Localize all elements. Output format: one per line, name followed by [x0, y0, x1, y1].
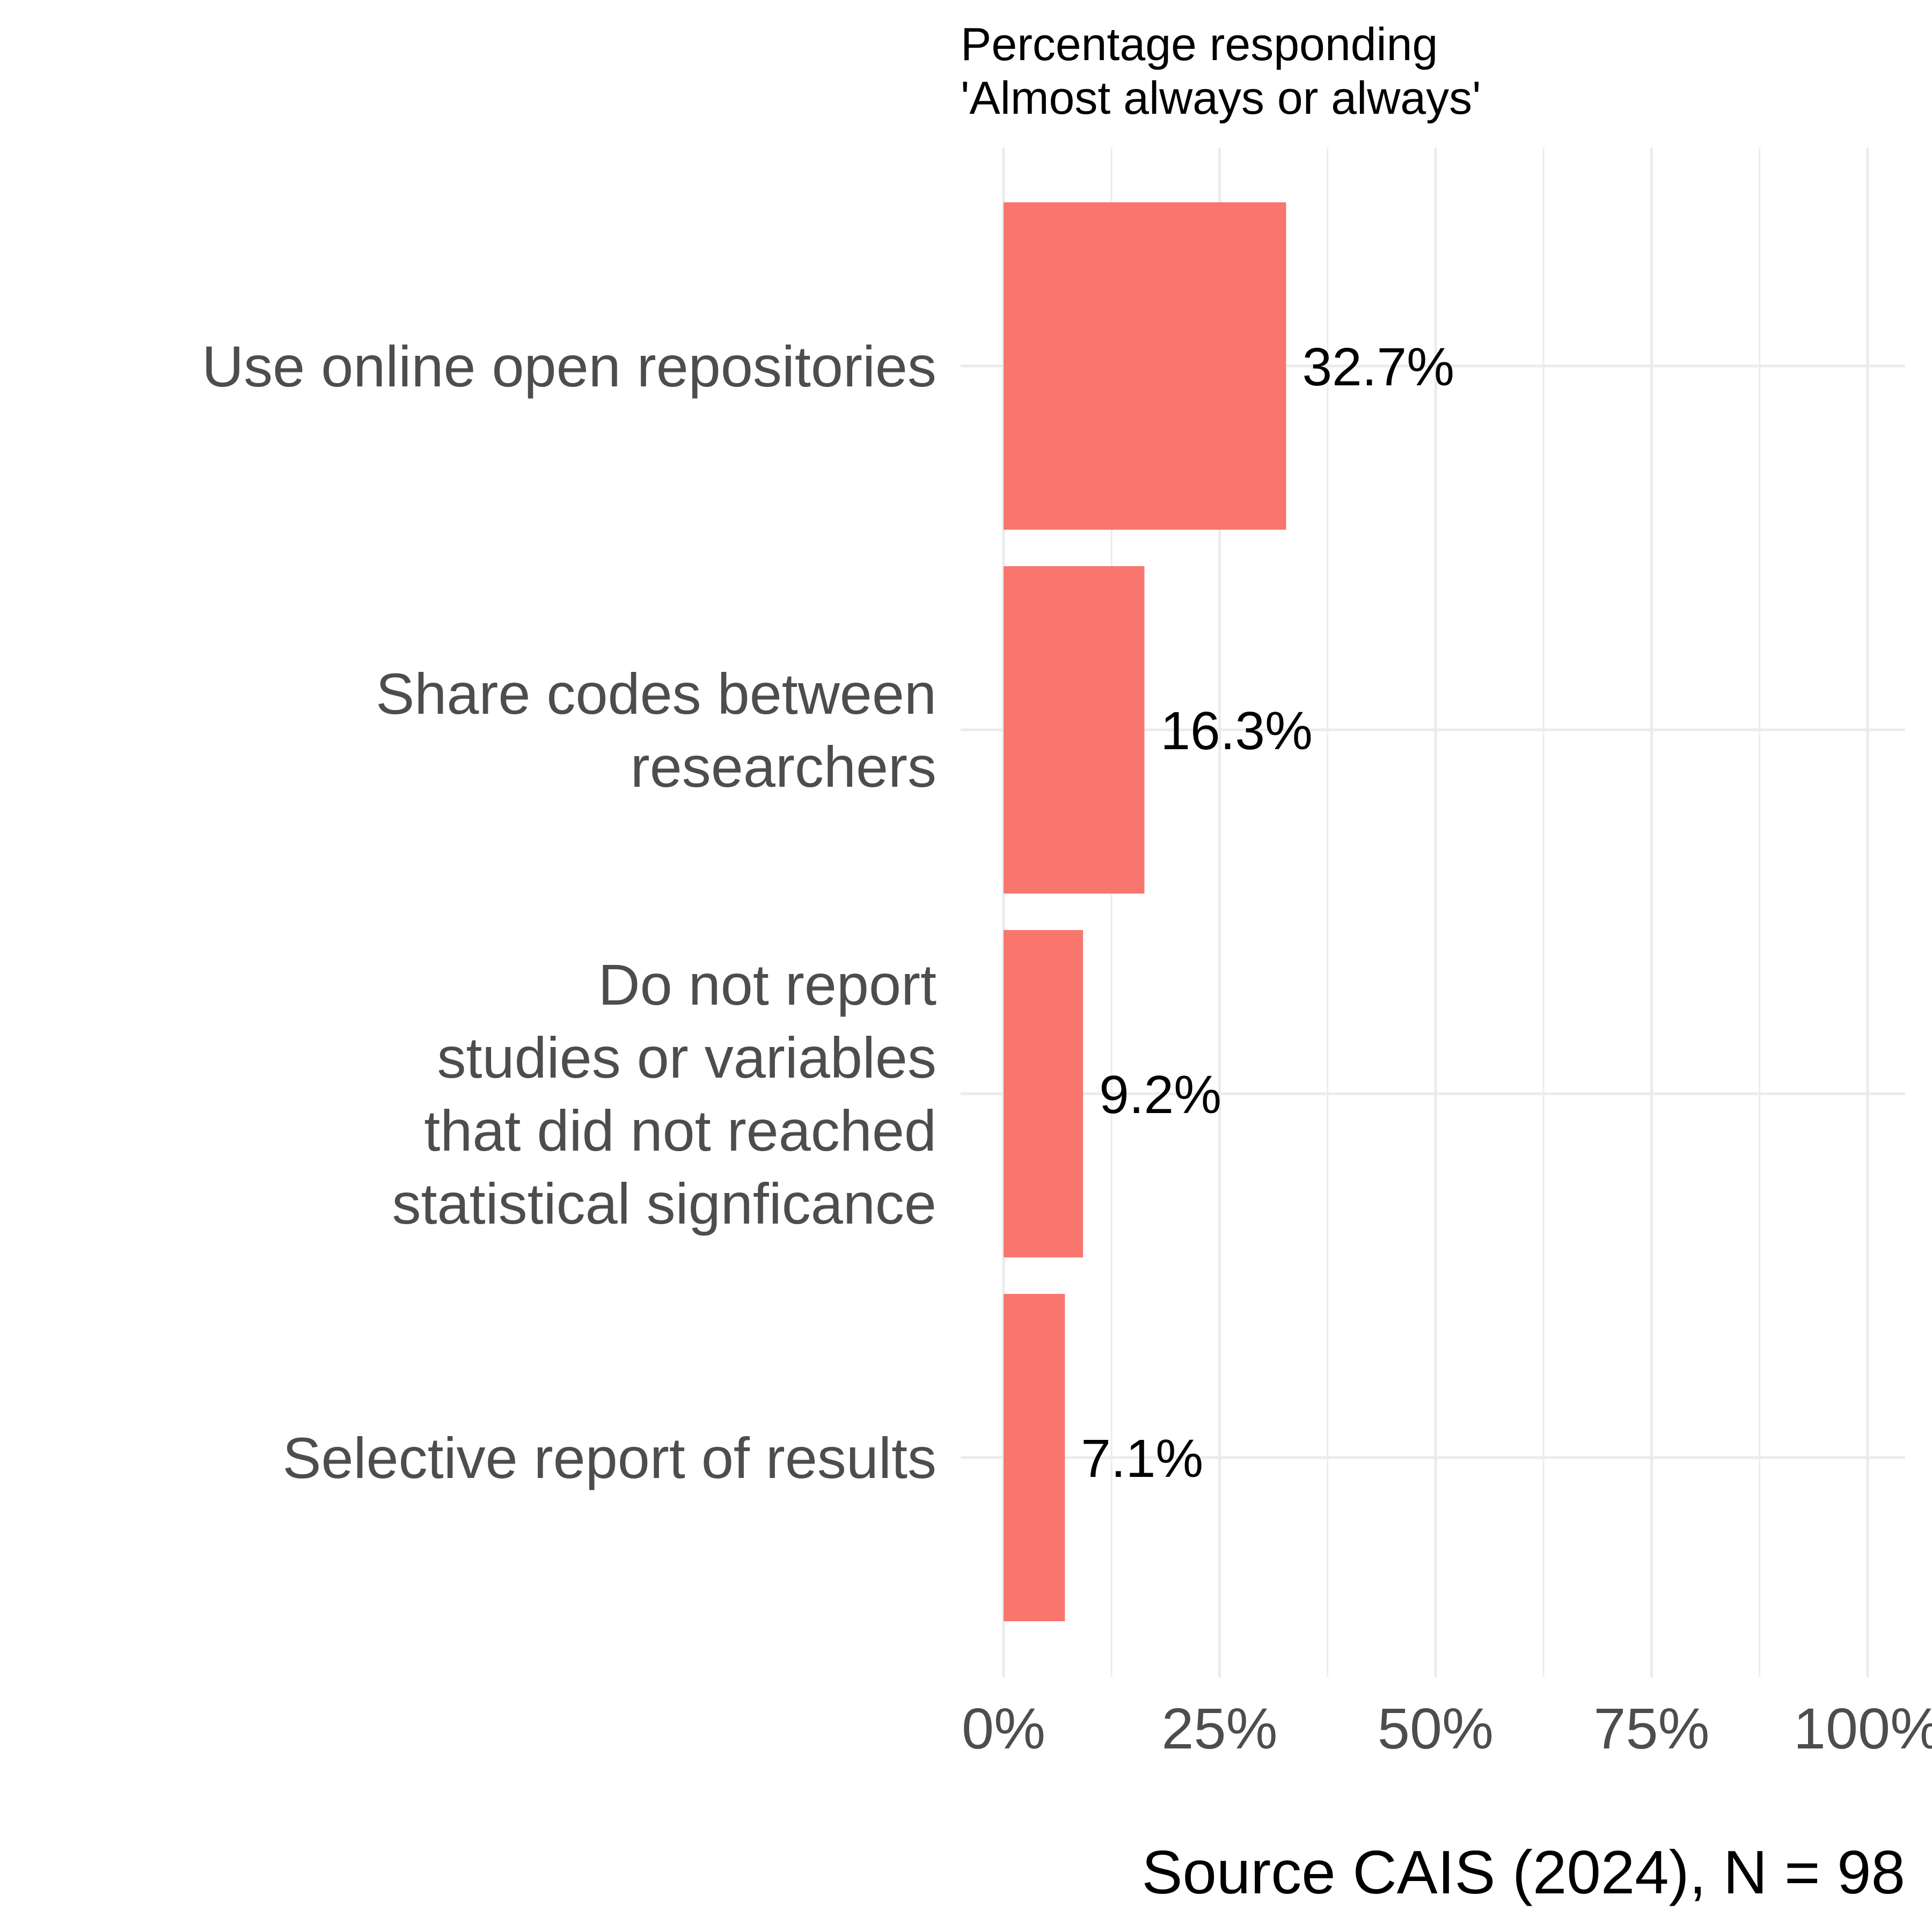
- text-layer: Use online open repositories Share codes …: [202, 19, 1932, 1907]
- category-label: researchers: [631, 734, 936, 799]
- category-label: statistical signficance: [392, 1171, 936, 1236]
- category-label: Do not report: [598, 952, 936, 1017]
- chart-subtitle: 'Almost always or always': [961, 72, 1481, 124]
- x-tick-label: 100%: [1794, 1696, 1932, 1761]
- data-label: 16.3%: [1160, 701, 1313, 761]
- x-tick-label: 75%: [1593, 1696, 1709, 1761]
- bar: [1004, 930, 1084, 1257]
- data-label: 7.1%: [1081, 1429, 1203, 1489]
- data-label: 32.7%: [1302, 337, 1454, 397]
- x-tick-label: 50%: [1378, 1696, 1494, 1761]
- bar: [1004, 566, 1145, 894]
- chart-subtitle: Percentage responding: [961, 19, 1438, 70]
- data-label: 9.2%: [1099, 1065, 1221, 1125]
- bar: [1004, 1294, 1065, 1621]
- bar-layer: [1004, 202, 1286, 1621]
- chart-caption: Source CAIS (2024), N = 98: [1141, 1839, 1905, 1907]
- category-label: Use online open repositories: [202, 334, 936, 399]
- category-label: studies or variables: [437, 1025, 936, 1090]
- bar: [1004, 202, 1286, 530]
- category-label: Share codes between: [376, 661, 936, 726]
- category-label: that did not reached: [424, 1098, 936, 1163]
- x-tick-label: 25%: [1161, 1696, 1277, 1761]
- category-label: Selective report of results: [282, 1425, 936, 1490]
- x-tick-label: 0%: [962, 1696, 1045, 1761]
- label-layer: 32.7% 16.3% 9.2% 7.1%: [1081, 337, 1454, 1489]
